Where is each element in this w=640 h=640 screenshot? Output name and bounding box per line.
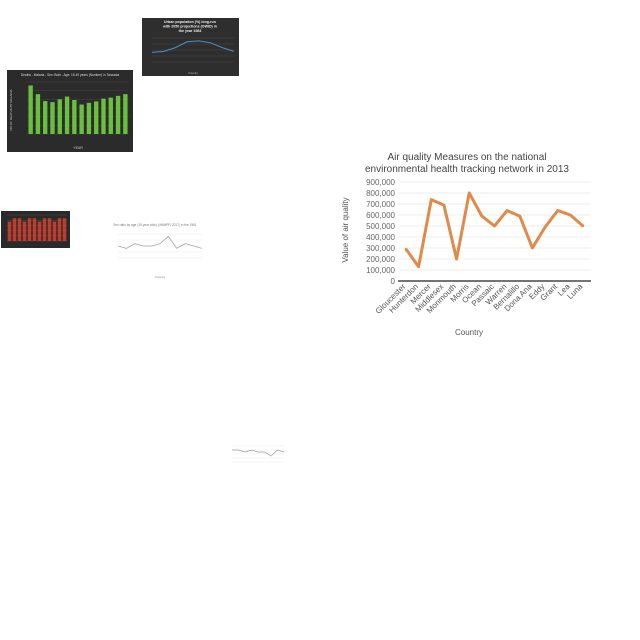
thumb-bar [32,218,37,241]
data-point [442,203,446,207]
thumb-line [232,449,285,457]
thumb-title: with 2050 projections (OWID) in [162,25,217,29]
data-point [468,191,471,195]
air-quality-chart: Air quality Measures on the national env… [336,144,598,344]
y-tick-label: 400,000 [366,233,395,242]
data-point [493,224,496,228]
thumb-xlabel: Country [155,275,166,279]
thumb-bar [52,221,57,241]
thumb-bar [43,101,48,134]
gridlines [398,181,591,282]
thumb-bar [64,96,70,134]
deaths-chart-thumbnail[interactable]: Deaths - Malaria - Sex: Both - Age: 15-4… [7,70,133,152]
thumb-bar [27,218,32,241]
sex-ratio-chart-svg: Sex ratio by age (15 year olds) (UNWPP, … [113,223,203,279]
deaths-chart-svg: Deaths - Malaria - Sex: Both - Age: 15-4… [9,73,129,150]
y-tick-label: 0 [391,277,396,286]
thumb-title: Urban population (%) long-run [164,20,216,24]
data-point [531,246,534,250]
data-point [518,214,521,218]
data-point [581,224,585,228]
y-tick-label: 700,000 [366,200,395,209]
thumb-bar [50,102,55,134]
y-tick-label: 200,000 [366,255,395,264]
thumb-bar [28,85,33,134]
thumb-ylabel: NO OF DEATHS BY MALARIA [9,89,13,130]
thumb-xlabel: YEAR [73,146,83,150]
data-point [569,213,572,217]
data-point [455,257,458,261]
thumb-xlabel: Country [188,71,198,75]
thumb-bar [94,101,99,134]
thumb-title: Sex ratio by age (15 year olds) (UNWPP, … [113,223,197,227]
data-point [505,209,509,212]
series-line [404,191,585,269]
thumb-bar [79,104,84,134]
thumb-bar [108,97,113,134]
data-point [404,247,408,251]
air-quality-chart-svg: Air quality Measures on the national env… [341,152,591,337]
chart-title-line-2: environmental health tracking network in… [365,164,569,175]
data-point [417,265,420,268]
x-tick-labels: GloucesterHunterdonMercerMiddlesexMonmou… [374,282,585,316]
thumb-bar [35,94,41,134]
thumb-bar [86,102,92,134]
small-line-chart-svg [232,445,285,463]
x-axis-label: Country [455,328,483,337]
thumb-bar [22,221,27,241]
chart-title-line-1: Air quality Measures on the national [388,152,547,163]
thumb-bar [47,218,52,241]
thumb-bar [101,98,106,134]
urban-population-chart-thumbnail[interactable]: Urban population (%) long-run with 2050 p… [142,18,239,76]
data-point [430,198,433,201]
y-tick-label: 100,000 [366,266,395,275]
thumb-line [117,235,203,249]
y-tick-label: 300,000 [366,244,395,253]
data-point [543,225,547,229]
thumb-line [151,40,235,53]
thumb-bar [57,218,62,241]
sex-ratio-chart-thumbnail[interactable]: Sex ratio by age (15 year olds) (UNWPP, … [104,220,206,282]
red-bar-chart-thumbnail[interactable] [1,211,70,248]
data-point [556,209,559,212]
thumb-bar [62,218,67,241]
thumb-bar [115,95,121,134]
thumb-title: Deaths - Malaria - Sex: Both - Age: 15-4… [21,73,119,77]
thumb-bar [37,221,42,241]
thumb-bar [42,218,47,241]
y-tick-label: 500,000 [366,222,395,231]
data-point [480,214,484,218]
thumb-bar [7,221,12,241]
thumb-title: the year 1984 [179,29,202,33]
small-line-chart-thumbnail[interactable] [222,436,288,480]
thumb-bar [72,100,77,134]
thumb-bar [123,94,128,134]
y-tick-label: 600,000 [366,211,395,220]
x-tick-label: Luna [565,282,584,301]
thumb-bar [57,99,62,134]
y-tick-label: 900,000 [366,178,395,187]
thumb-bar [12,218,17,241]
red-chart-svg [7,214,67,242]
y-tick-label: 800,000 [366,189,395,198]
thumb-bar [17,218,22,241]
y-tick-labels: 0 100,000 200,000 300,000 400,000 500,000 600,… [366,178,395,286]
y-axis-label: Value of air quality [341,197,350,262]
